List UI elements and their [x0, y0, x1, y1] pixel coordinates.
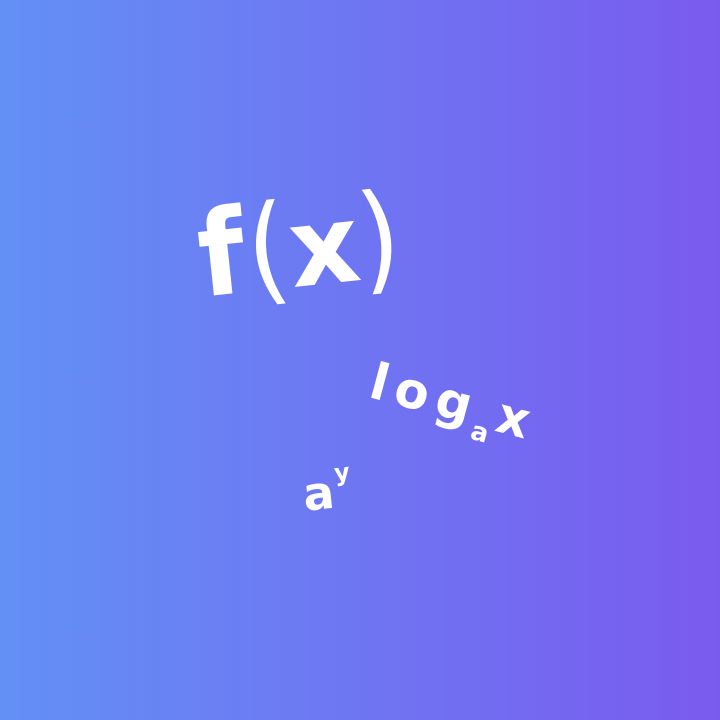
function-name: f	[191, 182, 250, 325]
power-base: a	[300, 464, 337, 522]
log-argument: x	[490, 385, 537, 451]
function-variable: x	[282, 179, 364, 313]
logarithm-notation: logax	[362, 352, 537, 457]
function-notation: f(x)	[190, 166, 407, 325]
power-exponent: y	[332, 457, 352, 488]
log-word: log	[364, 352, 487, 437]
power-notation: ay	[300, 457, 354, 522]
